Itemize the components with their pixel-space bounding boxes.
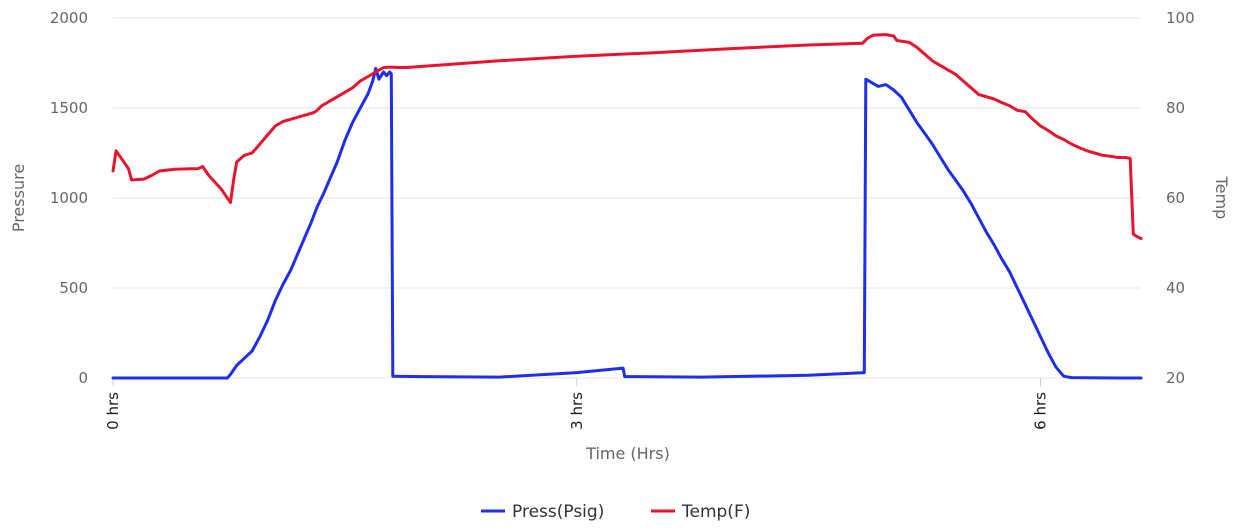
grid — [113, 17, 1141, 379]
y-axis-left: 0 500 1000 1500 2000 — [50, 9, 88, 387]
x-tick-label: 0 hrs — [104, 392, 122, 430]
y-right-tick-label: 60 — [1166, 189, 1185, 207]
y-right-tick-label: 100 — [1166, 9, 1195, 27]
legend-label: Temp(F) — [681, 502, 750, 522]
y-left-tick-label: 500 — [59, 279, 88, 297]
y-right-tick-label: 20 — [1166, 369, 1185, 387]
y-left-tick-label: 2000 — [50, 9, 88, 27]
series-lines — [111, 33, 1143, 380]
legend-item-temp-f: Temp(F) — [651, 502, 750, 522]
series-line-temp-f — [111, 33, 1143, 240]
y-left-tick-label: 1000 — [50, 189, 88, 207]
x-tick-label: 3 hrs — [568, 392, 586, 430]
y-axis-left-title: Pressure — [9, 164, 28, 232]
y-right-tick-label: 80 — [1166, 99, 1185, 117]
y-axis-right: 20 40 60 80 100 — [1166, 9, 1195, 387]
x-axis: 0 hrs 3 hrs 6 hrs — [104, 378, 1050, 430]
legend: Press(Psig) Temp(F) — [481, 502, 750, 522]
x-axis-title: Time (Hrs) — [585, 444, 670, 463]
series-line-press-psig — [111, 66, 1143, 380]
legend-label: Press(Psig) — [512, 502, 604, 522]
y-right-tick-label: 40 — [1166, 279, 1185, 297]
y-left-tick-label: 1500 — [50, 99, 88, 117]
y-axis-right-title: Temp — [1212, 176, 1231, 220]
x-tick-label: 6 hrs — [1032, 392, 1050, 430]
legend-item-press-psig: Press(Psig) — [481, 502, 604, 522]
y-left-tick-label: 0 — [78, 369, 88, 387]
